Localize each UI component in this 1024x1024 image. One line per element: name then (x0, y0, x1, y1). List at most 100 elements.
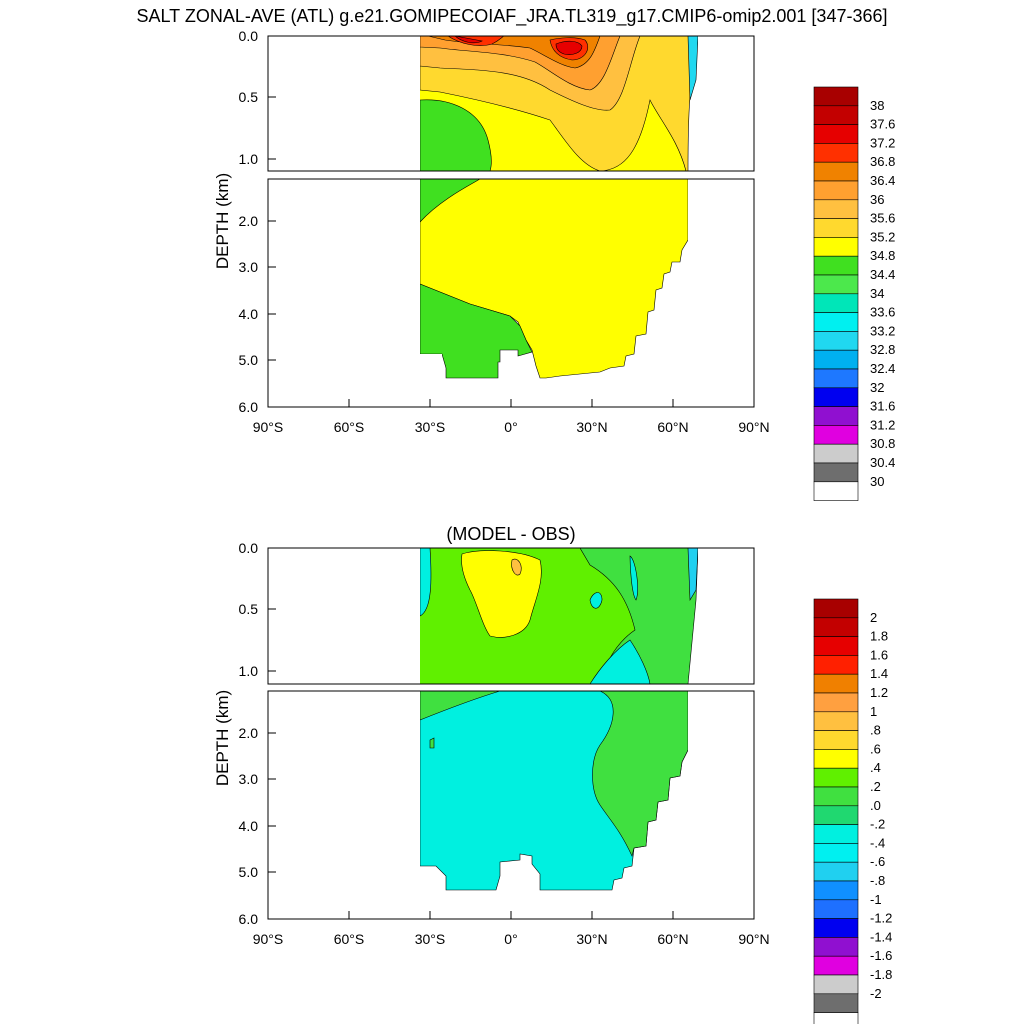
colorbar-label: 34.8 (870, 248, 895, 263)
colorbar-swatch (813, 1012, 859, 1024)
figure-title: SALT ZONAL-AVE (ATL) g.e21.GOMIPECOIAF_J… (136, 6, 888, 26)
salinity-x-axis: 90°S 60°S 30°S 0° 30°N 60°N 90°N (253, 419, 770, 435)
xtick-label: 90°S (253, 419, 284, 435)
colorbar-label: 30.4 (870, 455, 895, 470)
colorbar-swatch (813, 425, 859, 445)
colorbar-label: 36.4 (870, 173, 895, 188)
upper-panel-frame (267, 35, 755, 172)
colorbar-label: 1.2 (870, 685, 888, 700)
ytick-label: 3.0 (239, 259, 259, 275)
ytick-label: 6.0 (239, 399, 259, 415)
colorbar-swatch (813, 349, 859, 370)
colorbar-swatch (813, 443, 859, 464)
fill-neg-west (419, 547, 432, 617)
ytick-label: 0.0 (239, 28, 259, 44)
fill-0-6-0-8 (511, 558, 522, 576)
colorbar-swatch (813, 767, 859, 788)
land-north (698, 548, 754, 684)
land-south (268, 548, 420, 684)
colorbar-label: 35.6 (870, 211, 895, 226)
xtick-label: 60°N (657, 419, 688, 435)
colorbar-swatch (813, 331, 859, 351)
ytick-label: 0.5 (239, 601, 259, 617)
xtick-label: 30°N (576, 931, 607, 947)
colorbar-swatch (813, 974, 859, 995)
xtick-label: 90°N (738, 931, 769, 947)
colorbar-label: .8 (870, 723, 881, 738)
colorbar-label: .0 (870, 798, 881, 813)
fill-speck (429, 737, 435, 749)
colorbar-label: -1.4 (870, 929, 892, 944)
difference-colorbar: 21.81.61.41.21.8.6.4.2.0-.2-.4-.6-.8-1-1… (813, 598, 892, 1024)
colorbar-swatch (813, 598, 859, 619)
colorbar-swatch (813, 673, 859, 694)
difference-plot: (MODEL - OBS) 0.0 0.5 (213, 524, 892, 1024)
xtick-label: 60°S (334, 931, 365, 947)
colorbar-swatch (813, 293, 859, 313)
land-south-lower (268, 179, 420, 407)
ytick-label: 2.0 (239, 725, 259, 741)
fill-aabw-34-4-34-8 (419, 283, 533, 379)
colorbar-label: 34.4 (870, 267, 895, 282)
land-bottom-1 (420, 354, 442, 368)
colorbar-label: 32.4 (870, 361, 895, 376)
salinity-x-ticks (348, 399, 674, 407)
xtick-label: 60°S (334, 419, 365, 435)
difference-upper-panel (267, 547, 755, 685)
colorbar-label: 30 (870, 474, 884, 489)
colorbar-label: -1.8 (870, 967, 892, 982)
land-north-lower (688, 179, 754, 407)
colorbar-swatch (813, 636, 859, 656)
colorbar-swatch (813, 86, 859, 107)
colorbar-swatch (813, 180, 859, 201)
salinity-colorbar: 38 37.6 37.2 36.8 36.4 36 35.6 35.2 34.8 34.4 34 33… (813, 86, 895, 501)
colorbar-swatch (813, 199, 859, 219)
colorbar-label: 36.8 (870, 154, 895, 169)
fill-0-4-0-6 (461, 550, 542, 638)
colorbar-swatch (813, 255, 859, 276)
ytick-label: 4.0 (239, 818, 259, 834)
colorbar-swatch (813, 918, 859, 938)
colorbar-swatch (813, 312, 859, 332)
colorbar-label: 2 (870, 610, 877, 625)
difference-y-ticks (268, 608, 276, 873)
colorbar-swatch (813, 161, 859, 182)
colorbar-label: 1.4 (870, 666, 888, 681)
colorbar-swatch (813, 692, 859, 713)
colorbar-swatch (813, 218, 859, 238)
colorbar-swatch (813, 368, 859, 389)
ytick-label: 5.0 (239, 352, 259, 368)
ytick-label: 3.0 (239, 771, 259, 787)
xtick-label: 90°N (738, 419, 769, 435)
colorbar-label: -1 (870, 892, 882, 907)
colorbar-swatch (813, 805, 859, 825)
colorbar-label: 32 (870, 380, 884, 395)
colorbar-label: -.4 (870, 835, 885, 850)
colorbar-label: .6 (870, 741, 881, 756)
colorbar-label: -.6 (870, 854, 885, 869)
colorbar-swatch (813, 143, 859, 163)
colorbar-label: -2 (870, 986, 882, 1001)
colorbar-swatch (813, 617, 859, 637)
land-south (268, 36, 420, 171)
fill-37-2-37-6-east (555, 40, 583, 55)
difference-lower-panel (267, 690, 755, 920)
colorbar-label: -.8 (870, 873, 885, 888)
fill-34-4-34-8 (419, 99, 492, 172)
ytick-label: 1.0 (239, 151, 259, 167)
colorbar-swatch (813, 481, 859, 501)
land-north (698, 36, 754, 171)
xtick-label: 0° (504, 419, 517, 435)
colorbar-label: -1.2 (870, 911, 892, 926)
land-south-lower (268, 691, 420, 919)
salinity-upper-panel (267, 35, 755, 172)
colorbar-swatch (813, 824, 859, 844)
colorbar-swatch (813, 730, 859, 750)
colorbar-label: 36 (870, 192, 884, 207)
colorbar-swatch (813, 786, 859, 807)
colorbar-swatch (813, 749, 859, 769)
colorbar-label: 34 (870, 286, 884, 301)
colorbar-swatch (813, 861, 859, 882)
colorbar-swatch (813, 880, 859, 901)
